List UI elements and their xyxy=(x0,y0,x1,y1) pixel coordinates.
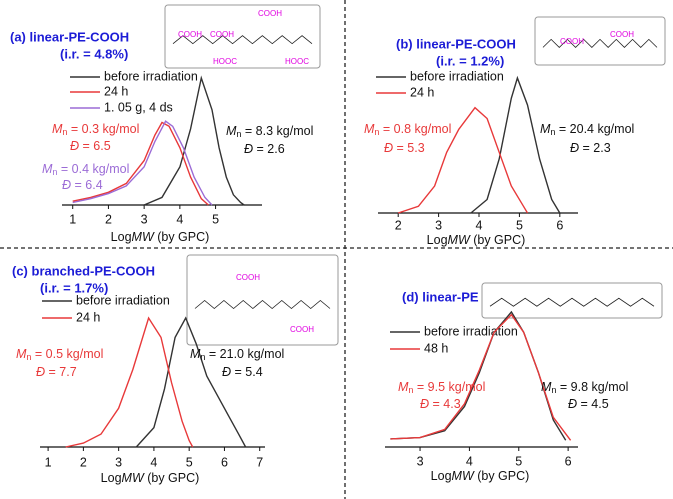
panel-title: (c) branched-PE-COOH xyxy=(12,263,155,278)
structure-label: COOH xyxy=(210,30,234,39)
legend-label: 24 h xyxy=(410,85,434,99)
gpc-curve xyxy=(470,75,561,214)
structure-box xyxy=(481,282,663,319)
x-tick-label: 2 xyxy=(395,218,402,232)
annotation: Mn = 9.5 kg/mol xyxy=(398,380,485,395)
structure-label: COOH xyxy=(178,30,202,39)
annotation: Đ = 5.3 xyxy=(384,141,425,155)
x-tick-label: 5 xyxy=(516,218,523,232)
x-tick-label: 1 xyxy=(45,455,52,469)
x-axis-label: LogMW (by GPC) xyxy=(101,471,200,485)
x-tick-label: 4 xyxy=(476,218,483,232)
annotation: Mn = 0.4 kg/mol xyxy=(42,162,129,177)
panel-title: (b) linear-PE-COOH xyxy=(396,36,516,51)
legend-label: 24 h xyxy=(76,310,100,324)
gpc-curve xyxy=(390,313,572,441)
panel-title: (d) linear-PE xyxy=(402,289,479,304)
structure-label: COOH xyxy=(258,9,282,18)
x-tick-label: 7 xyxy=(256,455,263,469)
x-axis-label: LogMW (by GPC) xyxy=(111,230,210,244)
panel-subtitle: (i.r. = 1.2%) xyxy=(436,53,504,68)
x-tick-label: 3 xyxy=(115,455,122,469)
legend-label: 48 h xyxy=(424,341,448,355)
structure-label: HOOC xyxy=(285,57,309,66)
gpc-curve xyxy=(397,106,529,214)
x-axis-label: LogMW (by GPC) xyxy=(431,469,530,483)
annotation: Mn = 21.0 kg/mol xyxy=(190,347,284,362)
x-tick-label: 5 xyxy=(212,212,219,226)
legend-label: before irradiation xyxy=(76,293,170,307)
legend-label: before irradiation xyxy=(104,69,198,83)
annotation: Đ = 7.7 xyxy=(36,365,77,379)
x-tick-label: 4 xyxy=(150,455,157,469)
annotation: Mn = 8.3 kg/mol xyxy=(226,124,313,139)
structure-label: COOH xyxy=(290,325,314,334)
annotation: Mn = 0.5 kg/mol xyxy=(16,347,103,362)
x-tick-label: 3 xyxy=(417,454,424,468)
x-tick-label: 4 xyxy=(466,454,473,468)
gpc-curve xyxy=(72,121,209,206)
structure-label: COOH xyxy=(610,30,634,39)
annotation: Đ = 4.5 xyxy=(568,397,609,411)
panel-title: (a) linear-PE-COOH xyxy=(10,29,129,44)
x-tick-label: 6 xyxy=(565,454,572,468)
structure-chain xyxy=(194,299,331,310)
structure-box xyxy=(534,16,666,66)
x-tick-label: 1 xyxy=(69,212,76,226)
panel-subtitle: (i.r. = 1.7%) xyxy=(40,280,108,295)
structure-chain xyxy=(172,35,313,45)
gpc-curve xyxy=(65,316,194,448)
x-tick-label: 6 xyxy=(221,455,228,469)
structure-chain xyxy=(542,38,658,48)
legend-label: before irradiation xyxy=(424,324,518,338)
annotation: Mn = 20.4 kg/mol xyxy=(540,122,634,137)
annotation: Đ = 4.3 xyxy=(420,397,461,411)
annotation: Đ = 6.4 xyxy=(62,178,103,192)
structure-label: COOH xyxy=(236,273,260,282)
annotation: Đ = 2.3 xyxy=(570,141,611,155)
annotation: Mn = 9.8 kg/mol xyxy=(541,380,628,395)
x-tick-label: 5 xyxy=(186,455,193,469)
structure-label: COOH xyxy=(560,37,584,46)
panel-subtitle: (i.r. = 4.8%) xyxy=(60,46,128,61)
structure-box xyxy=(164,4,321,69)
structure-label: HOOC xyxy=(213,57,237,66)
x-tick-label: 2 xyxy=(105,212,112,226)
legend-label: 1. 05 g, 4 ds xyxy=(104,100,173,114)
legend-label: 24 h xyxy=(104,84,128,98)
gpc-curve xyxy=(72,120,213,206)
x-axis-label: LogMW (by GPC) xyxy=(427,233,526,247)
structure-chain xyxy=(489,297,655,307)
x-tick-label: 5 xyxy=(515,454,522,468)
legend-label: before irradiation xyxy=(410,69,504,83)
x-tick-label: 2 xyxy=(80,455,87,469)
x-tick-label: 4 xyxy=(176,212,183,226)
annotation: Đ = 6.5 xyxy=(70,139,111,153)
x-tick-label: 3 xyxy=(435,218,442,232)
annotation: Đ = 5.4 xyxy=(222,365,263,379)
annotation: Mn = 0.3 kg/mol xyxy=(52,122,139,137)
x-tick-label: 6 xyxy=(556,218,563,232)
annotation: Đ = 2.6 xyxy=(244,142,285,156)
gpc-curve xyxy=(143,75,245,206)
gpc-curve xyxy=(135,316,247,448)
annotation: Mn = 0.8 kg/mol xyxy=(364,122,451,137)
x-tick-label: 3 xyxy=(141,212,148,226)
